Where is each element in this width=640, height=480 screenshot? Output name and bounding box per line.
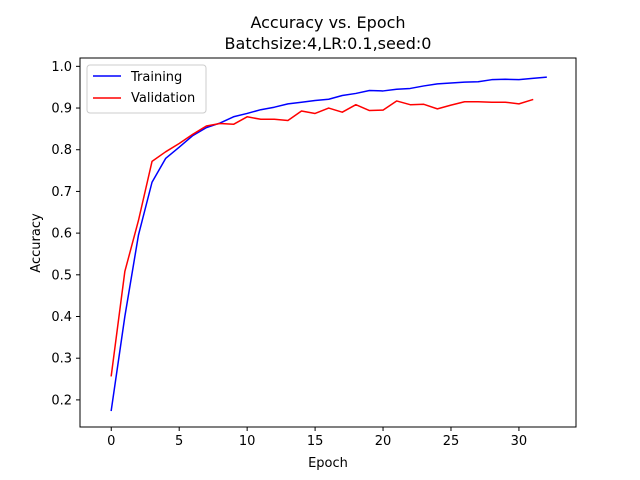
x-axis-label: Epoch: [308, 456, 348, 471]
x-axis-ticks: 0 5 10 15 20 25 30: [107, 427, 527, 449]
series-line-validation: [110, 98, 534, 377]
y-tick-label: 0.6: [51, 227, 72, 242]
legend-box: [86, 64, 207, 114]
y-tick-label: 1.0: [51, 60, 72, 75]
y-tick-label: 0.4: [51, 310, 72, 325]
y-axis-ticks: 0.2 0.3 0.4 0.5 0.6 0.7 0.8 0.9 1.0: [51, 60, 80, 408]
y-tick-label: 0.7: [51, 185, 72, 200]
x-tick-label: 10: [239, 434, 256, 449]
y-tick-label: 0.9: [51, 102, 72, 117]
y-axis-label: Accuracy: [29, 213, 44, 273]
y-tick-label: 0.3: [51, 352, 72, 367]
x-tick-label: 30: [511, 434, 528, 449]
x-tick-label: 0: [107, 434, 115, 449]
legend-training-label: Training: [130, 70, 182, 85]
series-lines: [110, 76, 547, 412]
x-tick-label: 20: [375, 434, 392, 449]
x-tick-label: 25: [443, 434, 460, 449]
chart-subtitle: Batchsize:4,LR:0.1,seed:0: [225, 34, 432, 53]
x-tick-label: 5: [175, 434, 183, 449]
x-tick-label: 15: [307, 434, 324, 449]
plot-area-frame: [79, 57, 577, 428]
legend-validation-label: Validation: [131, 91, 195, 106]
y-tick-label: 0.2: [51, 393, 72, 408]
y-tick-label: 0.8: [51, 143, 72, 158]
legend: Training Validation: [86, 64, 207, 114]
series-line-training: [110, 76, 547, 412]
y-tick-label: 0.5: [51, 268, 72, 283]
chart-title: Accuracy vs. Epoch: [250, 13, 405, 32]
